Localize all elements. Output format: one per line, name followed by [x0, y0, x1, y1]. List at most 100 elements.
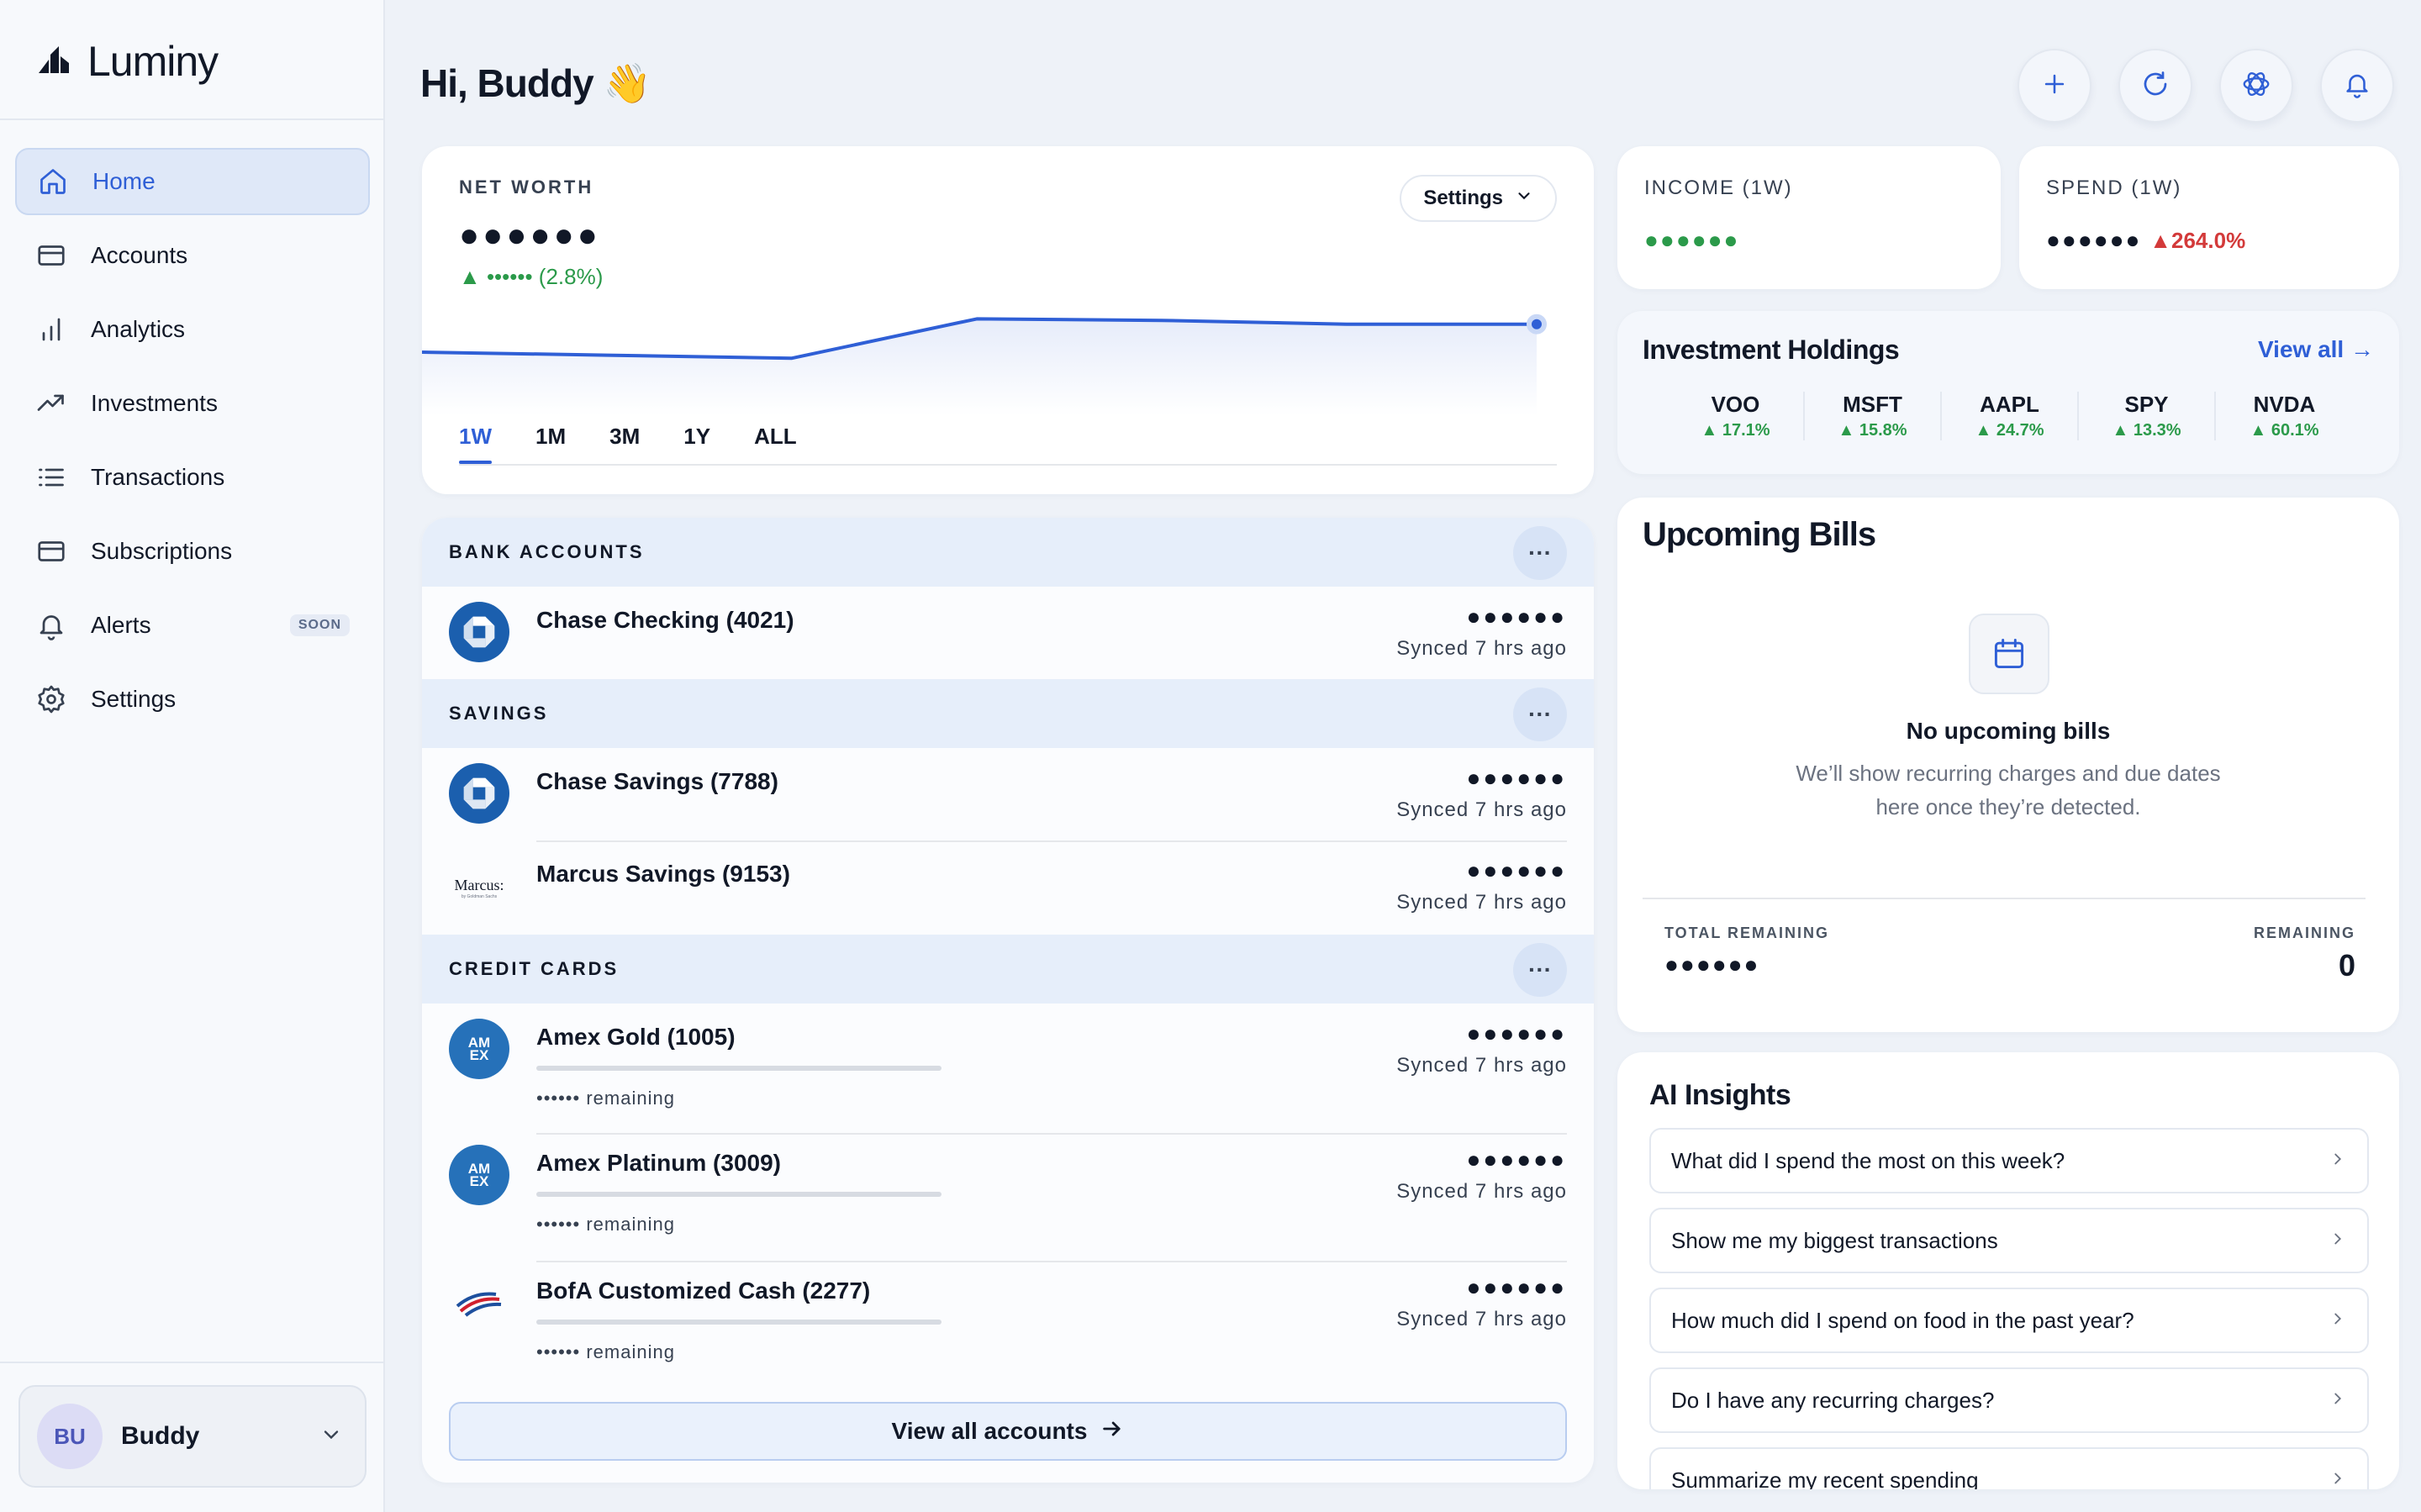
sidebar-item-analytics[interactable]: Analytics: [15, 296, 370, 363]
list-icon: [35, 461, 67, 493]
luminy-logo-icon: [37, 45, 71, 79]
holding-item[interactable]: SPY ▲ 13.3%: [2079, 392, 2216, 440]
range-tab-3m[interactable]: 3M: [609, 424, 641, 449]
range-tab-1w[interactable]: 1W: [459, 424, 492, 464]
net-worth-current-point: [1527, 313, 1547, 335]
spend-label: SPEND (1W): [2046, 176, 2182, 199]
account-name: Chase Checking (4021): [536, 607, 794, 633]
account-row[interactable]: Marcus: by Goldman Sachs Marcus Savings …: [422, 842, 1594, 933]
holding-symbol: AAPL: [1980, 392, 2039, 417]
total-remaining-value: ●●●●●●: [1664, 951, 1760, 977]
add-button[interactable]: [2018, 49, 2091, 123]
sidebar-item-label: Subscriptions: [91, 538, 233, 564]
income-card[interactable]: INCOME (1W) ●●●●●●: [1617, 146, 2001, 289]
account-balance: ●●●●●●: [1466, 857, 1567, 883]
upcoming-bills-card: Upcoming Bills No upcoming bills We’ll s…: [1617, 498, 2399, 1032]
ai-prompt-button[interactable]: Do I have any recurring charges?: [1649, 1367, 2369, 1433]
user-menu[interactable]: BU Buddy: [18, 1385, 367, 1488]
income-label: INCOME (1W): [1644, 176, 1793, 199]
bank-accounts-header: BANK ACCOUNTS ···: [422, 518, 1594, 587]
credit-utilization-bar: [536, 1320, 942, 1325]
account-balance: ●●●●●●: [1466, 1146, 1567, 1172]
bills-title: Upcoming Bills: [1643, 516, 1876, 553]
notifications-button[interactable]: [2320, 49, 2394, 123]
ai-prompt-button[interactable]: How much did I spend on food in the past…: [1649, 1288, 2369, 1353]
sidebar-item-subscriptions[interactable]: Subscriptions: [15, 518, 370, 585]
sidebar-item-transactions[interactable]: Transactions: [15, 444, 370, 511]
holding-item[interactable]: AAPL ▲ 24.7%: [1942, 392, 2079, 440]
account-name: Marcus Savings (9153): [536, 861, 790, 887]
ai-assistant-button[interactable]: [2219, 49, 2293, 123]
holding-item[interactable]: VOO ▲ 17.1%: [1668, 392, 1805, 440]
range-tab-1m[interactable]: 1M: [535, 424, 567, 449]
investment-holdings-card: Investment Holdings View all → VOO ▲ 17.…: [1617, 311, 2399, 474]
calendar-icon: [1969, 614, 2049, 694]
sidebar-nav: Home Accounts Analytics Investments Tran…: [15, 148, 370, 740]
ai-prompt-label: What did I spend the most on this week?: [1671, 1147, 2065, 1173]
sidebar-item-label: Accounts: [91, 242, 188, 268]
holding-item[interactable]: MSFT ▲ 15.8%: [1805, 392, 1942, 440]
account-sync-status: Synced 7 hrs ago: [1396, 798, 1567, 821]
account-name: Chase Savings (7788): [536, 768, 778, 794]
ai-prompt-button[interactable]: What did I spend the most on this week?: [1649, 1128, 2369, 1193]
account-row[interactable]: Chase Checking (4021) ●●●●●● Synced 7 hr…: [422, 587, 1594, 679]
remaining-count: 0: [2338, 948, 2355, 983]
amex-logo-text: AM EX: [467, 1035, 491, 1063]
more-options-button[interactable]: ···: [1513, 688, 1567, 741]
more-options-button[interactable]: ···: [1513, 526, 1567, 580]
spend-card[interactable]: SPEND (1W) ●●●●●● ▲264.0%: [2019, 146, 2399, 289]
holding-item[interactable]: NVDA ▲ 60.1%: [2216, 392, 2353, 440]
amex-logo-icon: AM EX: [449, 1145, 509, 1205]
amex-logo-text: AM EX: [467, 1161, 491, 1189]
sidebar-item-label: Alerts: [91, 612, 151, 638]
view-all-accounts-label: View all accounts: [891, 1418, 1088, 1444]
holding-change: ▲ 17.1%: [1701, 421, 1770, 440]
view-all-holdings-link[interactable]: View all →: [2258, 336, 2374, 362]
holding-symbol: SPY: [2124, 392, 2169, 417]
range-tabs: 1W 1M 3M 1Y ALL: [459, 424, 797, 464]
sidebar-item-home[interactable]: Home: [15, 148, 370, 215]
sidebar-item-label: Transactions: [91, 464, 225, 490]
divider: [0, 119, 383, 120]
holding-change: ▲ 15.8%: [1838, 421, 1907, 440]
ai-insights-title: AI Insights: [1649, 1079, 1791, 1111]
ai-prompt-button[interactable]: Summarize my recent spending: [1649, 1447, 2369, 1489]
ai-prompt-button[interactable]: Show me my biggest transactions: [1649, 1208, 2369, 1273]
user-name: Buddy: [121, 1422, 200, 1450]
divider: [536, 1133, 1567, 1135]
net-worth-line: [422, 317, 1537, 361]
sidebar-item-label: Settings: [91, 686, 177, 712]
holding-symbol: NVDA: [2253, 392, 2316, 417]
marcus-logo-subtext: by Goldman Sachs: [461, 893, 498, 899]
account-row[interactable]: Chase Savings (7788) ●●●●●● Synced 7 hrs…: [422, 748, 1594, 839]
bar-chart-icon: [35, 313, 67, 345]
sidebar: Luminy Home Accounts Analytics Investme: [0, 0, 385, 1512]
more-options-button[interactable]: ···: [1513, 943, 1567, 997]
account-name: BofA Customized Cash (2277): [536, 1278, 871, 1304]
page-title: Hi, Buddy 👋: [420, 61, 651, 105]
account-row[interactable]: BofA Customized Cash (2277) •••••• remai…: [422, 1262, 1594, 1388]
credit-remaining: •••••• remaining: [536, 1088, 675, 1109]
view-all-accounts-button[interactable]: View all accounts: [449, 1402, 1567, 1461]
sidebar-item-investments[interactable]: Investments: [15, 370, 370, 437]
settings-dropdown[interactable]: Settings: [1400, 175, 1557, 222]
sidebar-item-alerts[interactable]: Alerts SOON: [15, 592, 370, 659]
holdings-title: Investment Holdings: [1643, 335, 1900, 365]
ai-prompt-label: Do I have any recurring charges?: [1671, 1387, 1995, 1413]
sidebar-item-accounts[interactable]: Accounts: [15, 222, 370, 289]
account-row[interactable]: AM EX Amex Gold (1005) •••••• remaining …: [422, 1004, 1594, 1130]
sidebar-item-label: Investments: [91, 390, 218, 416]
net-worth-change: ▲ •••••• (2.8%): [459, 264, 604, 289]
account-row[interactable]: AM EX Amex Platinum (3009) •••••• remain…: [422, 1135, 1594, 1261]
brand[interactable]: Luminy: [37, 37, 219, 86]
net-worth-chart: [422, 313, 1547, 415]
bell-icon: [2343, 70, 2371, 103]
range-tab-all[interactable]: ALL: [754, 424, 797, 449]
account-balance: ●●●●●●: [1466, 765, 1567, 791]
spend-change: ▲264.0%: [2149, 228, 2246, 253]
refresh-button[interactable]: [2118, 49, 2192, 123]
chevron-right-icon: [2329, 1467, 2347, 1490]
bills-empty-title: No upcoming bills: [1906, 718, 2111, 744]
range-tab-1y[interactable]: 1Y: [683, 424, 711, 449]
sidebar-item-settings[interactable]: Settings: [15, 666, 370, 733]
